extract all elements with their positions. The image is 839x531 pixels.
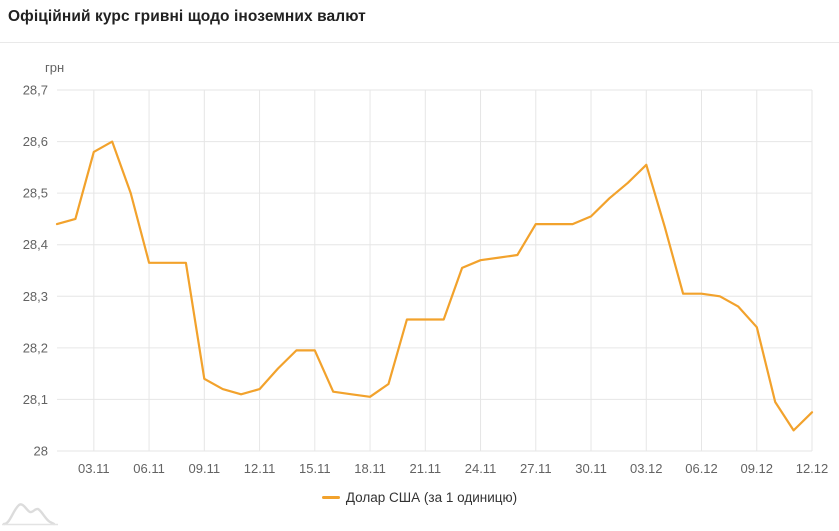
y-tick-label: 28,3 bbox=[23, 289, 48, 304]
page-title: Офіційний курс гривні щодо іноземних вал… bbox=[8, 8, 366, 25]
x-tick-label: 27.11 bbox=[520, 461, 552, 476]
x-tick-label: 15.11 bbox=[299, 461, 331, 476]
y-tick-label: 28,4 bbox=[23, 237, 48, 252]
x-tick-label: 18.11 bbox=[354, 461, 386, 476]
header-divider bbox=[0, 42, 839, 43]
legend-line-marker bbox=[321, 496, 340, 499]
watermark-mountains-icon bbox=[2, 503, 58, 526]
x-tick-label: 03.12 bbox=[630, 461, 663, 476]
x-tick-label: 12.12 bbox=[796, 461, 829, 476]
x-tick-label: 21.11 bbox=[410, 461, 442, 476]
usd-rate-line bbox=[55, 140, 814, 432]
y-tick-label: 28,2 bbox=[23, 340, 48, 355]
y-tick-label: 28,5 bbox=[23, 186, 48, 201]
x-tick-label: 12.11 bbox=[244, 461, 276, 476]
legend-label: Долар США (за 1 одиницю) bbox=[345, 490, 518, 505]
y-tick-label: 28,6 bbox=[23, 134, 48, 149]
x-tick-label: 06.12 bbox=[685, 461, 718, 476]
y-tick-label: 28,7 bbox=[23, 83, 48, 98]
x-tick-label: 09.12 bbox=[740, 461, 773, 476]
y-axis-unit-label: грн bbox=[45, 60, 65, 75]
y-tick-label: 28 bbox=[34, 444, 48, 459]
legend-item-usd[interactable]: Долар США (за 1 одиницю) bbox=[321, 490, 518, 505]
x-tick-label: 24.11 bbox=[465, 461, 497, 476]
y-tick-label: 28,1 bbox=[23, 392, 48, 407]
x-tick-label: 09.11 bbox=[189, 461, 221, 476]
x-tick-label: 03.11 bbox=[78, 461, 110, 476]
x-tick-label: 30.11 bbox=[575, 461, 607, 476]
legend: Долар США (за 1 одиницю) bbox=[0, 490, 839, 505]
x-tick-label: 06.11 bbox=[133, 461, 165, 476]
